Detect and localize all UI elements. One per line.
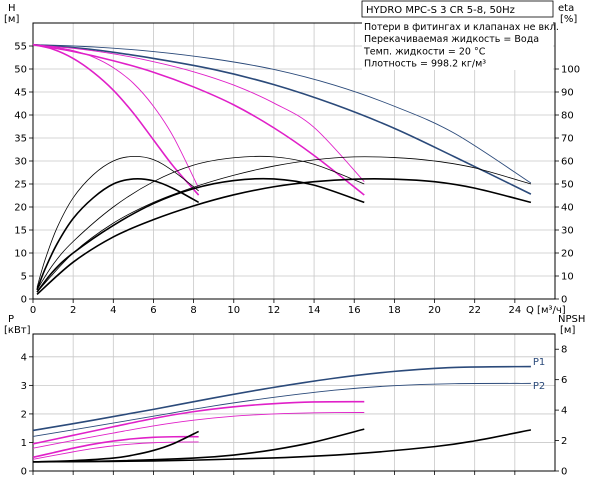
- ytick-left-label: 0: [21, 467, 27, 478]
- ylabel-right-top: eta: [558, 3, 574, 14]
- ytick-right-label: 0: [561, 295, 567, 306]
- ytick-right-label: 50: [561, 180, 574, 191]
- series-line-bottom-2: [32, 400, 365, 445]
- series-line-top-9: [36, 155, 365, 291]
- note-line: Темп. жидкости = 20 °C: [363, 46, 486, 57]
- ylabel-left-bottom: [кВт]: [4, 325, 31, 336]
- ylabel-right-bottom: [%]: [560, 14, 577, 25]
- ytick-right-label: 2: [561, 436, 567, 447]
- ytick-right-label: 70: [561, 134, 574, 145]
- plot-frame: [32, 333, 556, 472]
- chart-header: HYDRO MPC-S 3 CR 5-8, 50Hz: [366, 5, 515, 16]
- note-line: Потери в фитингах и клапанах не вкл.: [364, 22, 559, 33]
- xtick-label: 8: [190, 305, 196, 316]
- xtick-label: 2: [70, 305, 76, 316]
- ylabel-left-top: H: [8, 3, 16, 14]
- ytick-right-label: 0: [561, 467, 567, 478]
- ytick-right-label: 8: [561, 345, 567, 356]
- xtick-label: 20: [428, 305, 441, 316]
- notes-bg: [362, 18, 553, 70]
- ytick-right-label: 90: [561, 88, 574, 99]
- series-line-top-0: [32, 43, 532, 195]
- ytick-left-label: 3: [21, 381, 27, 392]
- series-line-bottom-6: [32, 430, 199, 463]
- ytick-left-label: 30: [14, 157, 27, 168]
- ytick-left-label: 40: [14, 111, 27, 122]
- series-line-bottom-4: [32, 435, 199, 459]
- ytick-left-label: 2: [21, 409, 27, 420]
- xtick-label: 10: [227, 305, 240, 316]
- series-line-bottom-5: [32, 441, 199, 460]
- ytick-right-label: 100: [561, 65, 580, 76]
- ytick-right-label: 60: [561, 157, 574, 168]
- series-line-bottom-0: [32, 365, 531, 432]
- ytick-left-label: 5: [21, 272, 27, 283]
- header-box: [361, 0, 554, 18]
- ytick-right-label: 6: [561, 375, 567, 386]
- xtick-label: 14: [308, 305, 321, 316]
- series-line-bottom-8: [32, 429, 532, 463]
- series-line-top-11: [36, 156, 532, 293]
- curve-label-p2: P2: [533, 381, 545, 392]
- xtick-label: 0: [30, 305, 36, 316]
- series-line-top-5: [32, 44, 200, 189]
- curve-label-p1: P1: [533, 357, 545, 368]
- xlabel: Q [м³/ч]: [526, 305, 566, 316]
- ytick-right-label: 4: [561, 406, 567, 417]
- series-line-top-3: [32, 44, 365, 183]
- ytick-left-label: 45: [14, 88, 27, 99]
- xtick-label: 4: [110, 305, 116, 316]
- series-line-bottom-3: [32, 412, 365, 449]
- ylabel-left-top: P: [8, 314, 14, 325]
- series-line-top-4: [32, 43, 200, 196]
- ytick-right-label: 40: [561, 203, 574, 214]
- ytick-left-label: 10: [14, 249, 27, 260]
- series-line-top-8: [36, 177, 365, 293]
- xtick-label: 12: [268, 305, 281, 316]
- ytick-left-label: 4: [21, 352, 27, 363]
- ylabel-right-top: NPSH: [558, 314, 585, 325]
- ytick-left-label: 55: [14, 42, 27, 53]
- xtick-label: 24: [508, 305, 521, 316]
- ytick-left-label: 35: [14, 134, 27, 145]
- ytick-left-label: 1: [21, 438, 27, 449]
- ytick-right-label: 20: [561, 249, 574, 260]
- xtick-label: 22: [468, 305, 481, 316]
- xtick-label: 16: [348, 305, 361, 316]
- series-line-bottom-1: [32, 382, 531, 437]
- ytick-left-label: 20: [14, 203, 27, 214]
- ytick-left-label: 50: [14, 65, 27, 76]
- ylabel-right-bottom: [м]: [560, 325, 575, 336]
- ytick-left-label: 0: [21, 295, 27, 306]
- ytick-right-label: 80: [561, 111, 574, 122]
- xtick-label: 18: [388, 305, 401, 316]
- ylabel-left-bottom: [м]: [4, 14, 19, 25]
- note-line: Перекачиваемая жидкость = Вода: [364, 34, 539, 45]
- series-line-top-10: [36, 178, 532, 295]
- ytick-right-label: 10: [561, 272, 574, 283]
- ytick-right-label: 30: [561, 226, 574, 237]
- ytick-left-label: 25: [14, 180, 27, 191]
- ytick-left-label: 15: [14, 226, 27, 237]
- xtick-label: 6: [150, 305, 156, 316]
- series-line-top-7: [36, 155, 199, 288]
- note-line: Плотность = 998.2 кг/м³: [364, 59, 486, 70]
- series-line-top-1: [32, 44, 532, 184]
- series-line-top-6: [36, 177, 200, 291]
